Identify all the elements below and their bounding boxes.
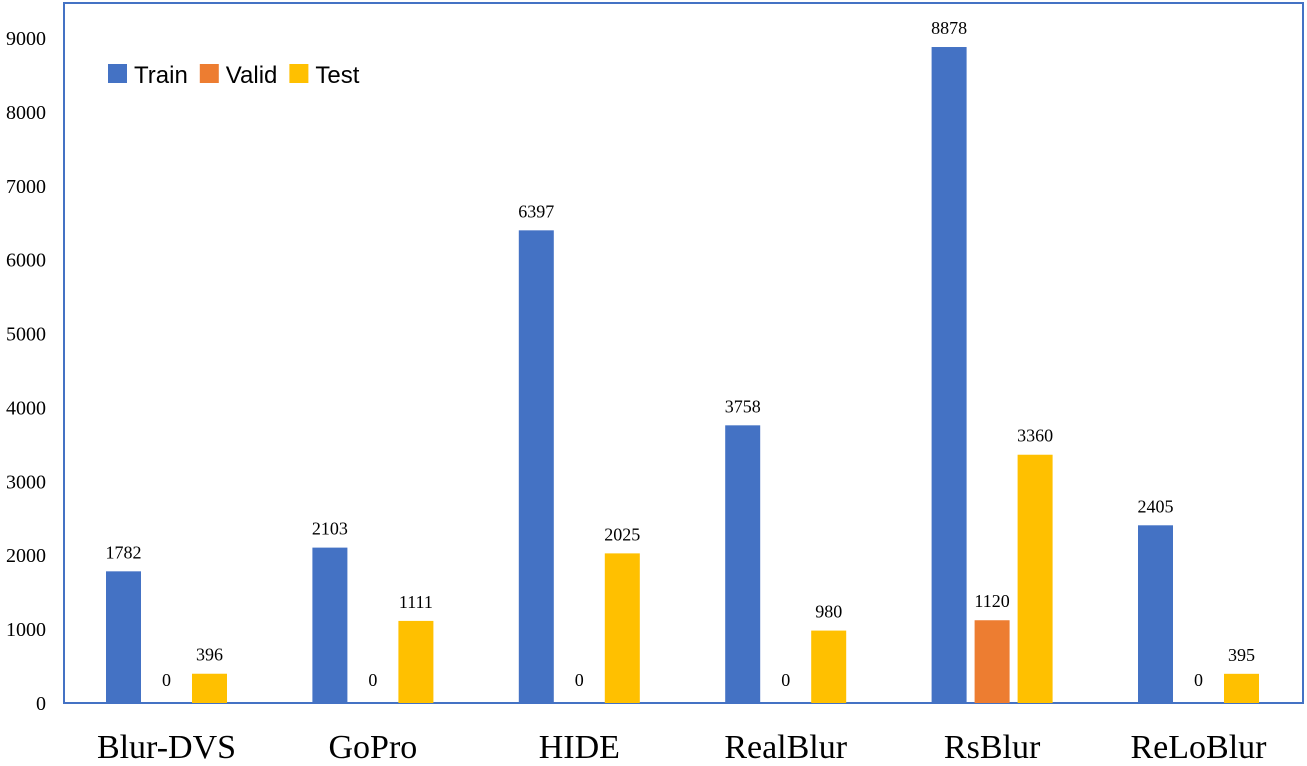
data-label: 2103 <box>312 519 348 539</box>
data-label: 980 <box>815 602 842 622</box>
data-label: 0 <box>575 670 584 690</box>
bar-test <box>1017 454 1053 703</box>
legend: Train Valid Test <box>108 62 360 89</box>
category-label: RsBlur <box>944 729 1041 766</box>
data-label: 0 <box>781 670 790 690</box>
data-label: 2405 <box>1138 496 1174 516</box>
category-label: ReLoBlur <box>1131 729 1268 766</box>
bar-test <box>811 630 847 703</box>
category-label: HIDE <box>539 729 620 766</box>
y-tick-label: 8000 <box>6 102 46 124</box>
category-label: RealBlur <box>724 729 847 766</box>
bar-train <box>1138 525 1173 703</box>
data-label: 1120 <box>974 591 1009 611</box>
legend-swatch-test <box>289 64 309 83</box>
data-labels: 1782 0 396 2103 0 1111 6397 0 2025 3758 0 980 8878 11… <box>106 18 1256 690</box>
y-axis: 0 1000 2000 3000 4000 5000 6000 7000 8000 9000 <box>6 28 46 715</box>
legend-label-test: Test <box>315 62 359 89</box>
data-label: 1111 <box>399 592 433 612</box>
y-tick-label: 3000 <box>6 471 46 493</box>
y-tick-label: 2000 <box>6 545 46 567</box>
bars <box>106 47 1259 704</box>
plot-frame <box>63 2 1304 704</box>
y-tick-label: 4000 <box>6 397 46 419</box>
bar-train <box>312 547 348 703</box>
legend-label-train: Train <box>134 62 188 89</box>
bar-test <box>398 620 434 703</box>
legend-swatch-train <box>108 64 127 83</box>
x-axis: Blur-DVS GoPro HIDE RealBlur RsBlur ReLoBlur <box>97 729 1267 766</box>
category-label: GoPro <box>329 729 418 766</box>
data-label: 3360 <box>1017 426 1053 446</box>
y-tick-label: 6000 <box>6 250 46 272</box>
data-label: 395 <box>1228 645 1255 665</box>
y-tick-label: 5000 <box>6 324 46 346</box>
legend-label-valid: Valid <box>226 62 278 89</box>
data-label: 8878 <box>931 18 967 38</box>
bar-test <box>1224 673 1259 703</box>
category-label: Blur-DVS <box>97 729 236 766</box>
bar-train <box>931 47 967 703</box>
bar-test <box>604 553 640 703</box>
y-tick-label: 0 <box>36 693 46 715</box>
legend-swatch-valid <box>199 64 219 83</box>
y-tick-label: 7000 <box>6 176 46 198</box>
data-label: 1782 <box>106 542 142 562</box>
data-label: 3758 <box>725 396 761 416</box>
bar-test <box>192 673 227 703</box>
data-label: 0 <box>368 670 377 690</box>
data-label: 396 <box>196 645 223 665</box>
bar-train <box>725 425 761 703</box>
y-tick-label: 1000 <box>6 619 46 641</box>
data-label: 0 <box>1194 670 1203 690</box>
data-label: 0 <box>162 670 171 690</box>
bar-valid <box>974 620 1010 703</box>
bar-train <box>106 571 141 703</box>
data-label: 2025 <box>604 524 640 544</box>
bar-train <box>518 230 554 704</box>
y-tick-label: 9000 <box>6 28 46 50</box>
data-label: 6397 <box>518 201 554 221</box>
